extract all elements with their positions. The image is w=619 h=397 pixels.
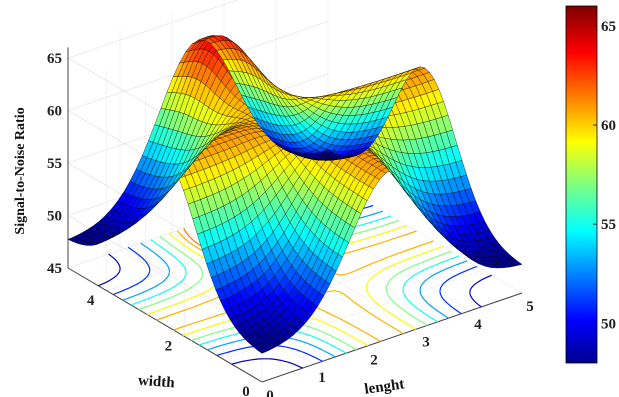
x-tick-label: 0: [266, 388, 274, 397]
x-tick-label: 4: [474, 317, 482, 333]
surface-mesh: [67, 35, 523, 354]
y-axis-label: width: [137, 373, 175, 392]
z-tick-label: 45: [47, 261, 62, 277]
colorbar-tick-label: 50: [601, 316, 616, 332]
z-tick-label: 60: [47, 104, 62, 120]
axes-box: [67, 47, 523, 383]
x-axis-line: [261, 292, 523, 383]
y-tick-label: 2: [165, 338, 173, 354]
colorbar-tick-label: 55: [601, 217, 616, 233]
colorbar: 50 55 60 65: [565, 5, 616, 364]
x-tick-label: 1: [318, 370, 326, 386]
x-tick-label: 5: [526, 299, 534, 315]
grid-line-x: [119, 249, 315, 365]
surface-patch: [321, 150, 334, 155]
x-tick-label: 2: [370, 352, 378, 368]
y-tick-label: 0: [242, 384, 250, 397]
colorbar-strip: [565, 5, 598, 364]
z-tick-label: 65: [47, 51, 62, 67]
x-axis-label: lenght: [364, 376, 406, 397]
z-axis-label: Signal-to-Noise Ratio: [13, 107, 28, 234]
x-tick-label: 3: [422, 335, 430, 351]
colorbar-tick-label: 60: [601, 118, 616, 134]
y-tick-label: 4: [87, 293, 95, 309]
y-axis-line: [67, 267, 263, 383]
grid-line-z: [67, 0, 239, 59]
z-tick-label: 50: [47, 209, 62, 225]
colorbar-tick-label: 65: [601, 19, 616, 35]
colorbar-ticks: 50 55 60 65: [593, 19, 616, 332]
z-tick-label: 55: [47, 156, 62, 172]
